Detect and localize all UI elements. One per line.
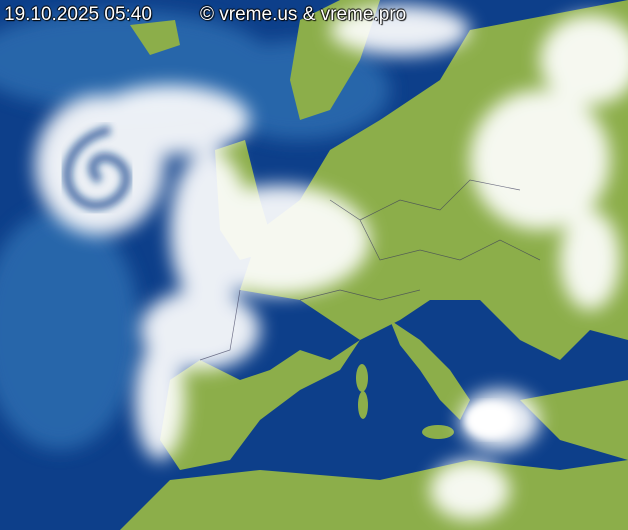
timestamp-label: 19.10.2025 05:40 — [4, 4, 152, 26]
bright-cloud — [465, 402, 515, 438]
copyright-label: © vreme.us & vreme.pro — [200, 4, 406, 26]
